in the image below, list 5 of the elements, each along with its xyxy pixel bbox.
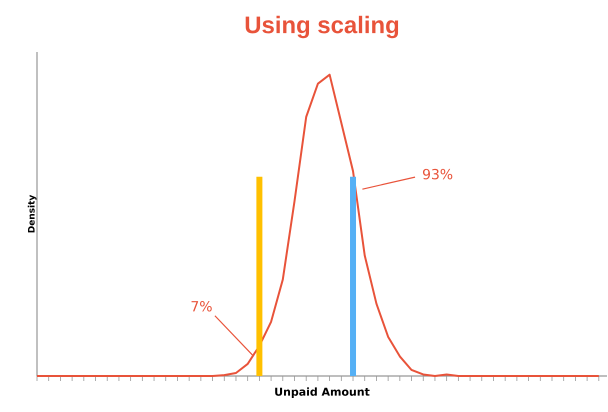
y-axis-title: Density (28, 194, 36, 232)
chart-title: Using scaling (246, 16, 398, 38)
x-axis-title: Unpaid Amount (275, 387, 370, 398)
annotation: 7% (192, 300, 212, 312)
annotation: 93% (422, 168, 452, 180)
